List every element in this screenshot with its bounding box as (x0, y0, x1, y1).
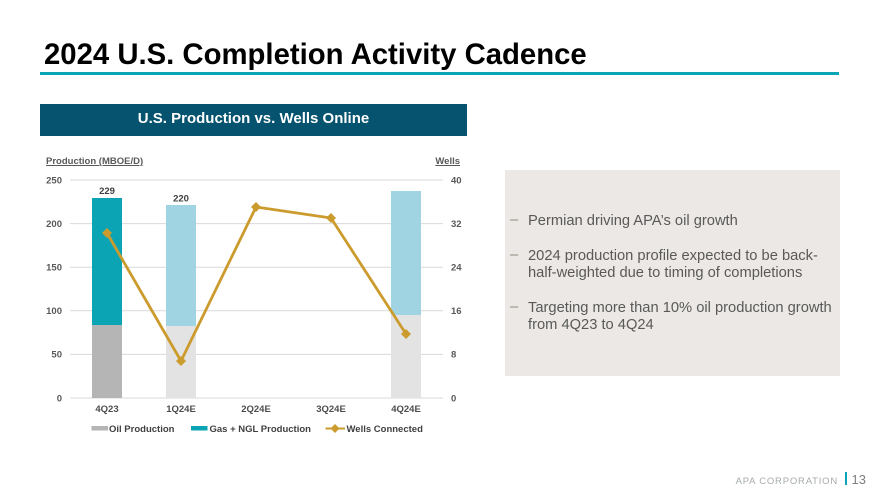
svg-text:1Q24E: 1Q24E (166, 404, 196, 415)
svg-text:40: 40 (451, 176, 462, 187)
svg-text:Wells Connected: Wells Connected (347, 424, 424, 435)
svg-text:229: 229 (99, 186, 115, 197)
svg-text:8: 8 (451, 350, 456, 361)
svg-text:4Q24E: 4Q24E (391, 404, 421, 415)
svg-text:100: 100 (46, 306, 62, 317)
svg-text:50: 50 (51, 350, 62, 361)
svg-text:0: 0 (451, 394, 456, 405)
svg-text:24: 24 (451, 263, 462, 274)
svg-text:150: 150 (46, 263, 62, 274)
svg-text:3Q24E: 3Q24E (316, 404, 346, 415)
svg-text:16: 16 (451, 306, 462, 317)
svg-text:250: 250 (46, 176, 62, 187)
svg-text:0: 0 (57, 394, 62, 405)
svg-text:4Q23: 4Q23 (95, 404, 118, 415)
svg-text:Oil Production: Oil Production (109, 424, 175, 435)
svg-text:220: 220 (173, 194, 189, 205)
svg-text:32: 32 (451, 219, 462, 230)
svg-text:200: 200 (46, 219, 62, 230)
svg-text:Gas + NGL Production: Gas + NGL Production (210, 424, 312, 435)
svg-text:2Q24E: 2Q24E (241, 404, 271, 415)
